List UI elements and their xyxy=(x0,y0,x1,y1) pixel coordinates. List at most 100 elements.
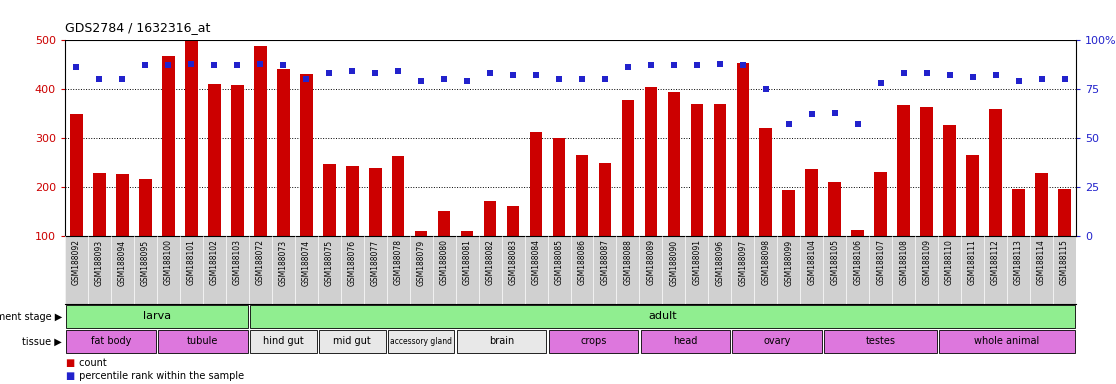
Bar xyxy=(667,93,681,236)
Text: GSM188101: GSM188101 xyxy=(186,239,196,285)
Text: GSM188115: GSM188115 xyxy=(1060,239,1069,285)
Bar xyxy=(874,172,887,236)
Bar xyxy=(782,190,795,236)
Point xyxy=(344,68,362,74)
Bar xyxy=(1058,189,1071,236)
Point xyxy=(90,76,108,82)
Text: ovary: ovary xyxy=(763,336,791,346)
Bar xyxy=(828,182,841,236)
Text: GSM188075: GSM188075 xyxy=(325,239,334,286)
Text: GSM188114: GSM188114 xyxy=(1037,239,1046,285)
Text: GSM188085: GSM188085 xyxy=(555,239,564,285)
Bar xyxy=(760,128,772,236)
Bar xyxy=(140,179,152,236)
Text: count: count xyxy=(76,358,107,368)
Point xyxy=(1010,78,1028,84)
Text: GDS2784 / 1632316_at: GDS2784 / 1632316_at xyxy=(65,21,211,34)
Bar xyxy=(388,330,454,353)
Bar xyxy=(806,169,818,236)
Bar xyxy=(645,86,657,236)
Bar xyxy=(598,163,612,236)
Point xyxy=(205,63,223,69)
Point xyxy=(114,76,132,82)
Bar xyxy=(921,107,933,236)
Text: percentile rank within the sample: percentile rank within the sample xyxy=(76,371,244,381)
Text: brain: brain xyxy=(489,336,514,346)
Text: GSM188098: GSM188098 xyxy=(761,239,770,285)
Point xyxy=(366,70,384,76)
Bar xyxy=(456,330,547,353)
Bar xyxy=(552,138,566,236)
Point xyxy=(941,72,959,78)
Point xyxy=(389,68,407,74)
Text: GSM188109: GSM188109 xyxy=(922,239,931,285)
Bar xyxy=(897,105,910,236)
Point xyxy=(1032,76,1050,82)
Text: GSM188074: GSM188074 xyxy=(301,239,310,286)
Point xyxy=(964,74,982,80)
Point xyxy=(435,76,453,82)
Point xyxy=(687,63,705,69)
Point xyxy=(573,76,590,82)
Text: GSM188079: GSM188079 xyxy=(416,239,425,286)
Bar xyxy=(392,156,404,236)
Text: testes: testes xyxy=(866,336,896,346)
Bar xyxy=(66,330,156,353)
Text: head: head xyxy=(673,336,698,346)
Text: larva: larva xyxy=(143,311,171,321)
Text: ■: ■ xyxy=(65,358,75,368)
Bar xyxy=(250,305,1075,328)
Point xyxy=(596,76,614,82)
Text: tissue ▶: tissue ▶ xyxy=(22,336,62,346)
Bar xyxy=(825,330,937,353)
Bar xyxy=(300,74,312,236)
Text: GSM188077: GSM188077 xyxy=(371,239,379,286)
Point xyxy=(734,63,752,69)
Text: fat body: fat body xyxy=(90,336,132,346)
Text: mid gut: mid gut xyxy=(334,336,372,346)
Point xyxy=(481,70,499,76)
Point xyxy=(527,72,545,78)
Point xyxy=(895,70,913,76)
Point xyxy=(987,72,1004,78)
Text: GSM188072: GSM188072 xyxy=(256,239,264,285)
Bar xyxy=(943,125,956,236)
Text: GSM188076: GSM188076 xyxy=(348,239,357,286)
Point xyxy=(665,63,683,69)
Bar xyxy=(346,166,358,236)
Point xyxy=(182,60,200,66)
Point xyxy=(711,60,729,66)
Text: GSM188073: GSM188073 xyxy=(279,239,288,286)
Bar xyxy=(162,56,175,236)
Text: GSM188090: GSM188090 xyxy=(670,239,679,286)
Bar xyxy=(732,330,822,353)
Bar xyxy=(70,114,83,236)
Text: crops: crops xyxy=(580,336,607,346)
Text: GSM188095: GSM188095 xyxy=(141,239,150,286)
Text: whole animal: whole animal xyxy=(974,336,1040,346)
Bar xyxy=(415,231,427,236)
Point xyxy=(757,86,775,92)
Point xyxy=(872,80,889,86)
Point xyxy=(1056,76,1074,82)
Text: GSM188088: GSM188088 xyxy=(624,239,633,285)
Point xyxy=(459,78,477,84)
Bar xyxy=(622,100,634,236)
Bar xyxy=(737,63,749,236)
Bar xyxy=(940,330,1075,353)
Text: GSM188108: GSM188108 xyxy=(899,239,908,285)
Bar xyxy=(158,330,248,353)
Text: adult: adult xyxy=(648,311,676,321)
Bar xyxy=(1012,189,1024,236)
Text: ■: ■ xyxy=(65,371,75,381)
Bar xyxy=(185,41,198,236)
Text: development stage ▶: development stage ▶ xyxy=(0,311,62,321)
Point xyxy=(412,78,430,84)
Text: GSM188099: GSM188099 xyxy=(785,239,793,286)
Text: GSM188078: GSM188078 xyxy=(394,239,403,285)
Bar xyxy=(369,168,382,236)
Point xyxy=(275,63,292,69)
Point xyxy=(136,63,154,69)
Bar xyxy=(437,210,451,236)
Text: GSM188111: GSM188111 xyxy=(968,239,978,285)
